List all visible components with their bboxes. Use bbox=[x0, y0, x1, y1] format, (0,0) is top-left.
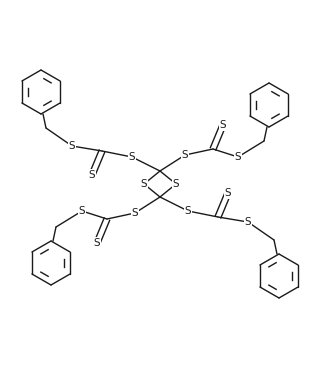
Text: S: S bbox=[173, 179, 179, 189]
Text: S: S bbox=[141, 179, 147, 189]
Text: S: S bbox=[79, 206, 85, 216]
Text: S: S bbox=[220, 120, 226, 130]
Text: S: S bbox=[245, 217, 251, 227]
Text: S: S bbox=[69, 141, 75, 151]
Text: S: S bbox=[132, 208, 138, 218]
Text: S: S bbox=[185, 206, 191, 216]
Text: S: S bbox=[235, 152, 241, 162]
Text: S: S bbox=[182, 150, 188, 160]
Text: S: S bbox=[89, 170, 95, 180]
Text: S: S bbox=[225, 188, 231, 198]
Text: S: S bbox=[94, 238, 100, 248]
Text: S: S bbox=[129, 152, 135, 162]
